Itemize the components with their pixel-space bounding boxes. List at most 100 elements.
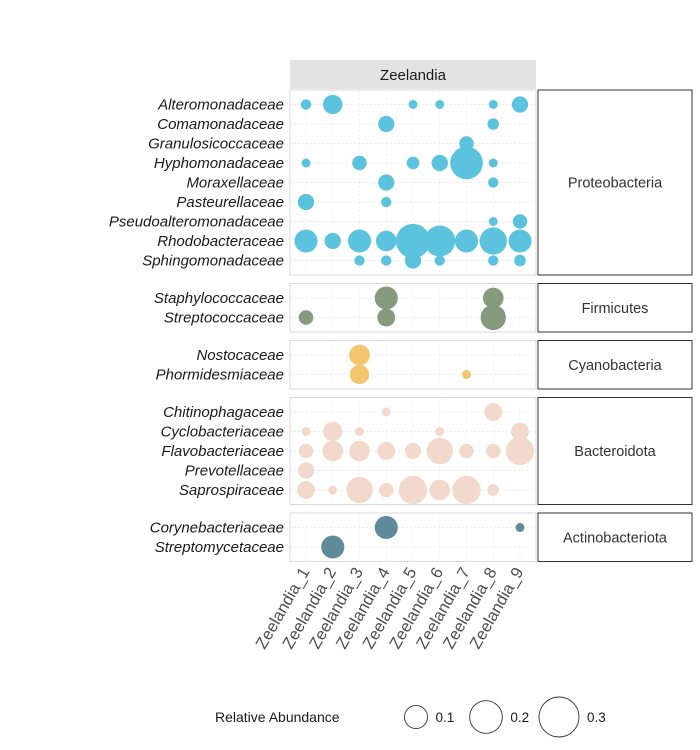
group-strip-label: Bacteroidota — [574, 444, 656, 460]
bubble-point — [480, 304, 506, 331]
y-tick-label: Pasteurellaceae — [176, 194, 284, 211]
bubble-point — [434, 255, 445, 266]
bubble-point — [395, 223, 431, 259]
bubble-point — [352, 155, 367, 171]
legend-key-label: 0.2 — [510, 710, 529, 725]
bubble-point — [321, 535, 345, 559]
y-tick-label: Comamonadaceae — [157, 116, 284, 133]
bubble-point — [488, 217, 498, 226]
bubble-point — [378, 482, 394, 498]
bubble-point — [454, 229, 479, 253]
bubble-point — [512, 214, 528, 229]
y-tick-label: Granulosicoccaceae — [148, 136, 284, 153]
bubble-point — [297, 193, 315, 211]
bubble-point — [297, 462, 315, 479]
bubble-point — [408, 100, 418, 109]
y-tick-label: Corynebacteriaceae — [150, 520, 284, 537]
bubble-point — [488, 177, 499, 188]
bubble-point — [381, 407, 391, 417]
bubble-point — [298, 443, 314, 459]
y-tick-label: Rhodobacteraceae — [157, 233, 284, 250]
legend-key-label: 0.1 — [436, 710, 455, 725]
y-tick-label: Hyphomonadaceae — [154, 155, 284, 172]
y-tick-label: Streptococcaceae — [164, 310, 284, 327]
bubble-point — [426, 437, 453, 465]
bubble-point — [378, 174, 395, 191]
bubble-point — [406, 156, 420, 170]
bubble-point — [381, 255, 392, 266]
y-tick-label: Staphylococcaceae — [154, 290, 284, 307]
bubble-point — [300, 99, 312, 110]
panel-firmicutes: Staphylococcaceae Streptococcaceae Firmicu… — [154, 283, 693, 333]
legend-key-circle — [404, 705, 429, 730]
bubble-point — [487, 118, 500, 130]
bubble-point — [515, 523, 525, 532]
group-strip — [537, 512, 693, 562]
bubble-point — [508, 229, 532, 253]
y-tick-label: Prevotellaceae — [185, 463, 284, 480]
bubble-point — [324, 232, 341, 250]
legend: Relative Abundance 0.1 0.2 0.3 — [215, 696, 606, 738]
bubble-point — [346, 476, 373, 504]
bubble-point — [347, 229, 372, 253]
bubble-point — [462, 370, 471, 379]
panel-proteobacteria: Alteromonadaceae Comamonadaceae Granulosic… — [109, 89, 693, 276]
bubble-point — [511, 96, 529, 113]
bubble-point — [452, 475, 481, 505]
bubble-point — [349, 440, 370, 462]
panels: Alteromonadaceae Comamonadaceae Granulosic… — [109, 89, 693, 562]
panel-cyanobacteria: Nostocaceae Phormidesmiaceae Cyanobacteria — [156, 340, 693, 390]
bubble-point — [424, 225, 456, 257]
bubble-point — [429, 479, 451, 501]
bubble-point — [298, 310, 314, 325]
group-strip-label: Firmicutes — [582, 301, 649, 317]
y-tick-label: Flavobacteriaceae — [161, 443, 284, 460]
y-tick-label: Moraxellaceae — [186, 175, 284, 192]
bubble-point — [328, 485, 338, 495]
bubble-point — [488, 255, 499, 266]
bubble-point — [482, 287, 504, 309]
bubble-point — [404, 442, 422, 460]
y-tick-label: Sphingomonadaceae — [142, 253, 284, 270]
bubble-point — [459, 443, 474, 459]
legend-title: Relative Abundance — [215, 709, 340, 725]
bubble-point — [377, 308, 396, 327]
bubble-point — [323, 94, 343, 115]
bubble-point — [294, 229, 318, 253]
bubble-point — [485, 443, 501, 459]
y-tick-label: Cyclobacteriaceae — [161, 424, 284, 441]
bubble-point — [505, 436, 535, 466]
bubble-point — [377, 442, 396, 460]
bubble-point — [349, 364, 370, 385]
y-tick-label: Nostocaceae — [196, 347, 284, 364]
group-strip — [537, 340, 693, 390]
group-strip-label: Proteobacteria — [568, 176, 663, 192]
bubble-point — [355, 427, 364, 436]
y-tick-label: Saprospiraceae — [179, 482, 284, 499]
panel-actinobacteriota: Corynebacteriaceae Streptomycetaceae Actin… — [150, 512, 693, 562]
y-tick-label: Pseudoalteromonadaceae — [109, 214, 284, 231]
bubble-point — [381, 196, 392, 208]
bubble-point — [479, 227, 507, 255]
group-strip — [537, 89, 693, 276]
legend-key-label: 0.3 — [587, 710, 606, 725]
bubble-point — [431, 154, 448, 172]
bubble-point — [297, 481, 315, 499]
group-strip-label: Actinobacteriota — [563, 530, 668, 546]
facet-strip — [290, 60, 536, 89]
bubble-point — [404, 252, 422, 269]
group-strip — [537, 283, 693, 333]
bubble-point — [301, 158, 311, 168]
bubble-point — [511, 422, 529, 441]
bubble-point — [349, 344, 370, 366]
x-axis: Zeelandia_1Zeelandia_2Zeelandia_3Zeeland… — [252, 565, 527, 653]
y-tick-label: Phormidesmiaceae — [156, 367, 284, 384]
bubble-point — [514, 254, 526, 267]
bubble-point — [435, 100, 445, 109]
legend-key-circle — [469, 700, 503, 734]
bubble-point — [488, 100, 498, 109]
y-tick-label: Chitinophagaceae — [163, 404, 284, 421]
group-strip — [537, 397, 693, 505]
bubble-point — [374, 515, 398, 540]
